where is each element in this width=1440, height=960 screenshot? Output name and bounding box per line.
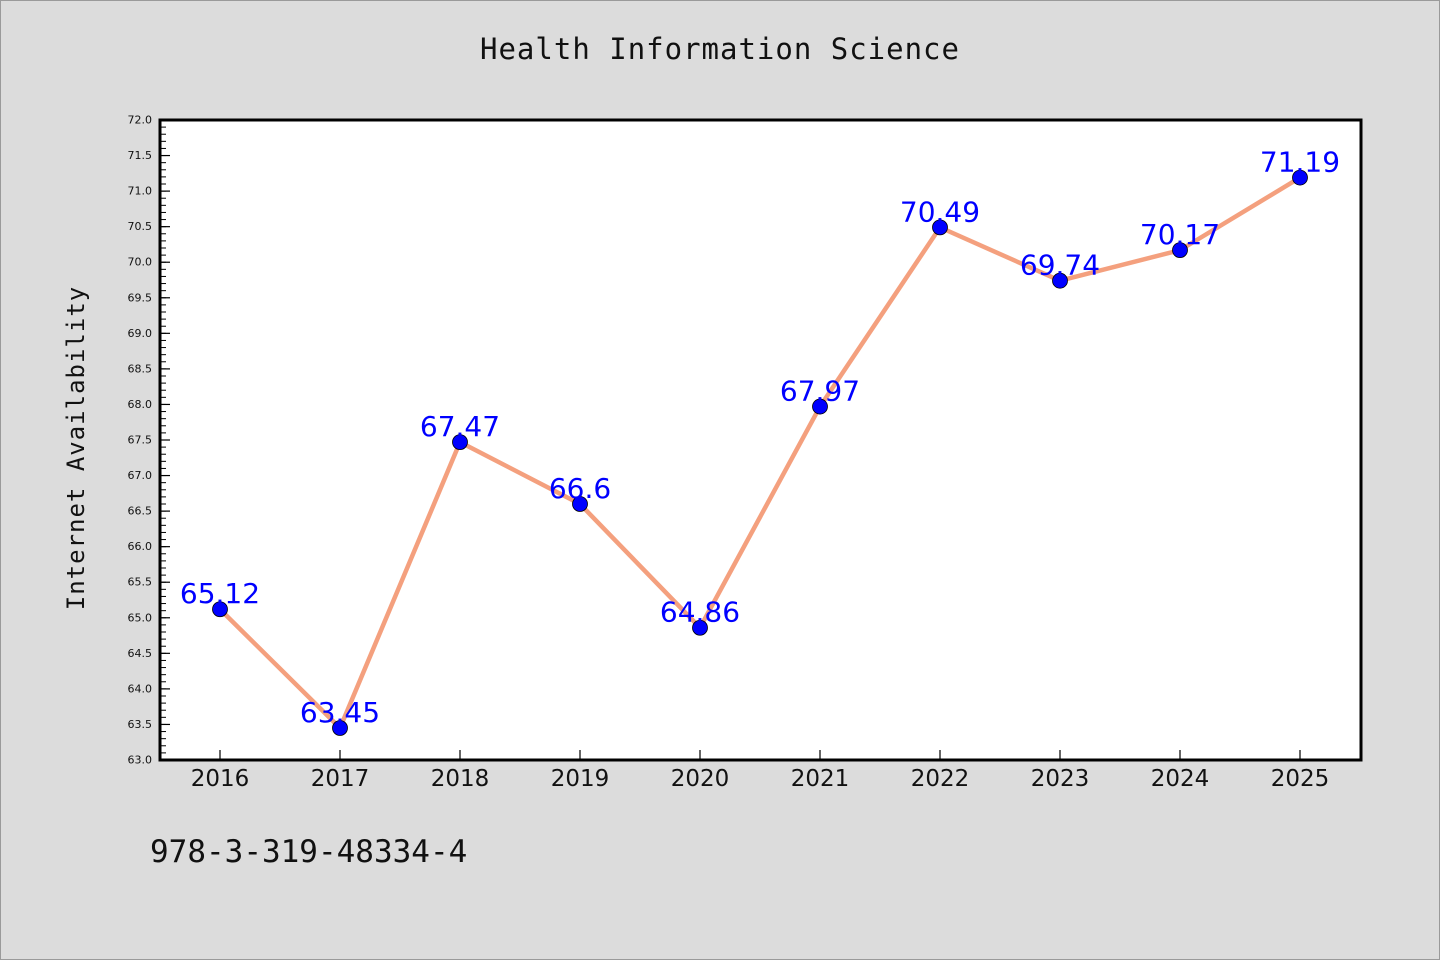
data-point: [212, 601, 228, 618]
data-point: [452, 434, 468, 451]
data-point: [692, 619, 708, 636]
x-tick-label: 2019: [551, 766, 610, 792]
data-point: [932, 219, 948, 236]
y-tick-label: 67.0: [128, 469, 153, 482]
series: 65.12 63.45 67.47 66.6 64.86 67.97 70.49 69.74 7…: [180, 146, 1340, 736]
y-tick-label: 71.0: [128, 185, 153, 198]
chart-title: Health Information Science: [480, 32, 960, 66]
y-tick-label: 68.5: [128, 362, 153, 375]
y-tick-label: 65.0: [128, 611, 153, 624]
data-label: 69.74: [1020, 249, 1100, 282]
x-tick-label: 2023: [1031, 766, 1090, 792]
x-tick-label: 2024: [1151, 766, 1210, 792]
x-tick-label: 2025: [1271, 766, 1330, 792]
y-tick-label: 63.0: [128, 754, 153, 767]
plot-area: [158, 118, 1363, 762]
data-point: [1292, 169, 1308, 186]
footer-code: 978-3-319-48334-4: [150, 834, 468, 870]
y-tick-label: 63.5: [128, 718, 153, 731]
data-label: 71.19: [1260, 146, 1340, 179]
x-tick-label: 2017: [311, 766, 370, 792]
y-tick-label: 66.0: [128, 540, 153, 553]
x-tick-label: 2021: [791, 766, 850, 792]
y-tick-label: 66.5: [128, 505, 153, 518]
data-point: [572, 496, 588, 512]
y-tick-label: 70.0: [128, 256, 153, 269]
data-label: 65.12: [180, 577, 260, 610]
y-tick-label: 69.5: [128, 291, 153, 304]
data-label: 64.86: [660, 596, 740, 629]
x-tick-label: 2020: [671, 766, 730, 792]
data-label: 70.49: [900, 195, 980, 228]
data-label: 70.17: [1140, 218, 1220, 251]
data-point: [812, 398, 828, 415]
data-point: [1172, 242, 1188, 259]
y-tick-label: 67.5: [128, 434, 153, 447]
y-tick-label: 71.5: [128, 149, 153, 162]
series-line: [217, 175, 1303, 731]
data-label: 67.97: [780, 375, 860, 408]
y-tick-label: 69.0: [128, 327, 153, 340]
y-tick-label: 64.5: [128, 647, 153, 660]
y-tick-label: 65.5: [128, 576, 153, 589]
y-tick-label: 70.5: [128, 220, 153, 233]
y-tick-label: 72.0: [128, 114, 153, 127]
data-label: 63.45: [300, 696, 380, 729]
x-tick-label: 2016: [191, 766, 250, 792]
x-tick-label: 2018: [431, 766, 490, 792]
x-tick-label: 2022: [911, 766, 970, 792]
data-point: [1052, 272, 1068, 289]
y-axis: 63.0 63.5 64.0 64.5 65.0 65.5 66.0 66.5 67.0 67.5…: [128, 114, 170, 767]
data-point: [332, 720, 348, 736]
data-label: 66.6: [549, 472, 611, 505]
data-label: 67.47: [420, 410, 500, 443]
y-tick-label: 64.0: [128, 682, 153, 695]
x-axis: 2016 2017 2018 2019 2020 2021 2022 2023 2024 2025: [191, 750, 1330, 792]
y-tick-label: 68.0: [128, 398, 153, 411]
